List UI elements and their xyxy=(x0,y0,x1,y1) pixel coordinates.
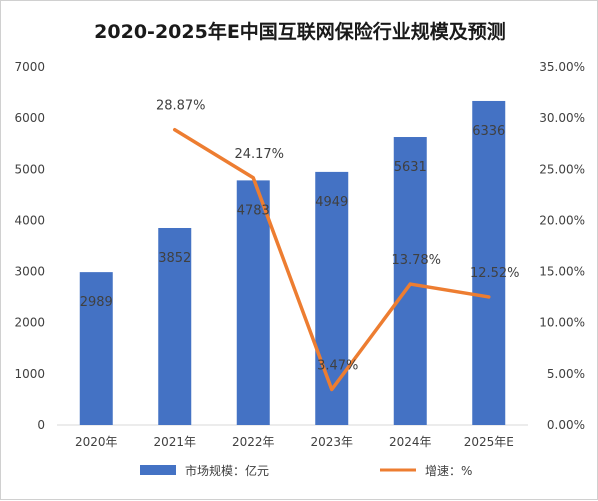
bar xyxy=(236,180,270,425)
growth-value-label: 13.78% xyxy=(391,253,441,268)
legend-line-label: 增速：% xyxy=(425,464,472,478)
growth-line xyxy=(173,127,491,392)
bar xyxy=(315,171,349,425)
y-right-tick-label: 5.00% xyxy=(547,367,585,381)
legend-bar-label: 市场规模：亿元 xyxy=(185,463,269,478)
x-tick-label: 2022年 xyxy=(232,435,275,449)
growth-value-label: 12.52% xyxy=(470,266,520,281)
bar xyxy=(158,227,192,425)
legend: 市场规模：亿元 增速：% xyxy=(140,463,472,478)
growth-value-label: 28.87% xyxy=(156,99,206,114)
bar-value-label: 4783 xyxy=(237,203,270,218)
y-left-tick-label: 5000 xyxy=(14,162,45,176)
x-tick-label: 2023年 xyxy=(310,435,353,449)
legend-bar-swatch xyxy=(140,465,176,475)
y-right-tick-label: 10.00% xyxy=(539,316,585,330)
data-labels: 2989 3852 4783 4949 5631 6336 28.87% 24.17% 3.47… xyxy=(80,99,520,374)
x-tick-label: 2021年 xyxy=(153,435,196,449)
y-right-tick-label: 30.00% xyxy=(539,111,585,125)
bar-value-label: 3852 xyxy=(158,251,191,266)
bar-series xyxy=(79,100,506,425)
y-right-tick-label: 25.00% xyxy=(539,162,585,176)
bar xyxy=(472,100,506,425)
y-left-tick-label: 6000 xyxy=(14,111,45,125)
bar xyxy=(79,272,113,425)
x-tick-label: 2020年 xyxy=(75,435,118,449)
y-left-tick-label: 1000 xyxy=(14,367,45,381)
axes: 0 1000 2000 3000 4000 5000 6000 7000 0.00% 5.00% 1… xyxy=(14,60,585,449)
bar-value-label: 2989 xyxy=(80,295,113,310)
y-right-tick-label: 35.00% xyxy=(539,60,585,74)
y-left-tick-label: 4000 xyxy=(14,213,45,227)
y-left-tick-label: 3000 xyxy=(14,265,45,279)
y-right-tick-label: 0.00% xyxy=(547,418,585,432)
y-left-tick-label: 2000 xyxy=(14,316,45,330)
y-right-tick-label: 20.00% xyxy=(539,213,585,227)
bar xyxy=(393,137,427,425)
growth-value-label: 3.47% xyxy=(317,359,358,374)
line-series xyxy=(173,127,491,392)
x-tick-label: 2024年 xyxy=(389,435,432,449)
x-tick-label: 2025年E xyxy=(464,435,514,449)
y-left-tick-label: 7000 xyxy=(14,60,45,74)
y-left-tick-label: 0 xyxy=(37,418,45,432)
chart-title: 2020-2025年E中国互联网保险行业规模及预测 xyxy=(94,20,506,43)
bar-value-label: 6336 xyxy=(472,124,505,139)
growth-value-label: 24.17% xyxy=(234,147,284,162)
y-right-tick-label: 15.00% xyxy=(539,265,585,279)
bar-value-label: 5631 xyxy=(394,160,427,175)
bar-value-label: 4949 xyxy=(315,195,348,210)
